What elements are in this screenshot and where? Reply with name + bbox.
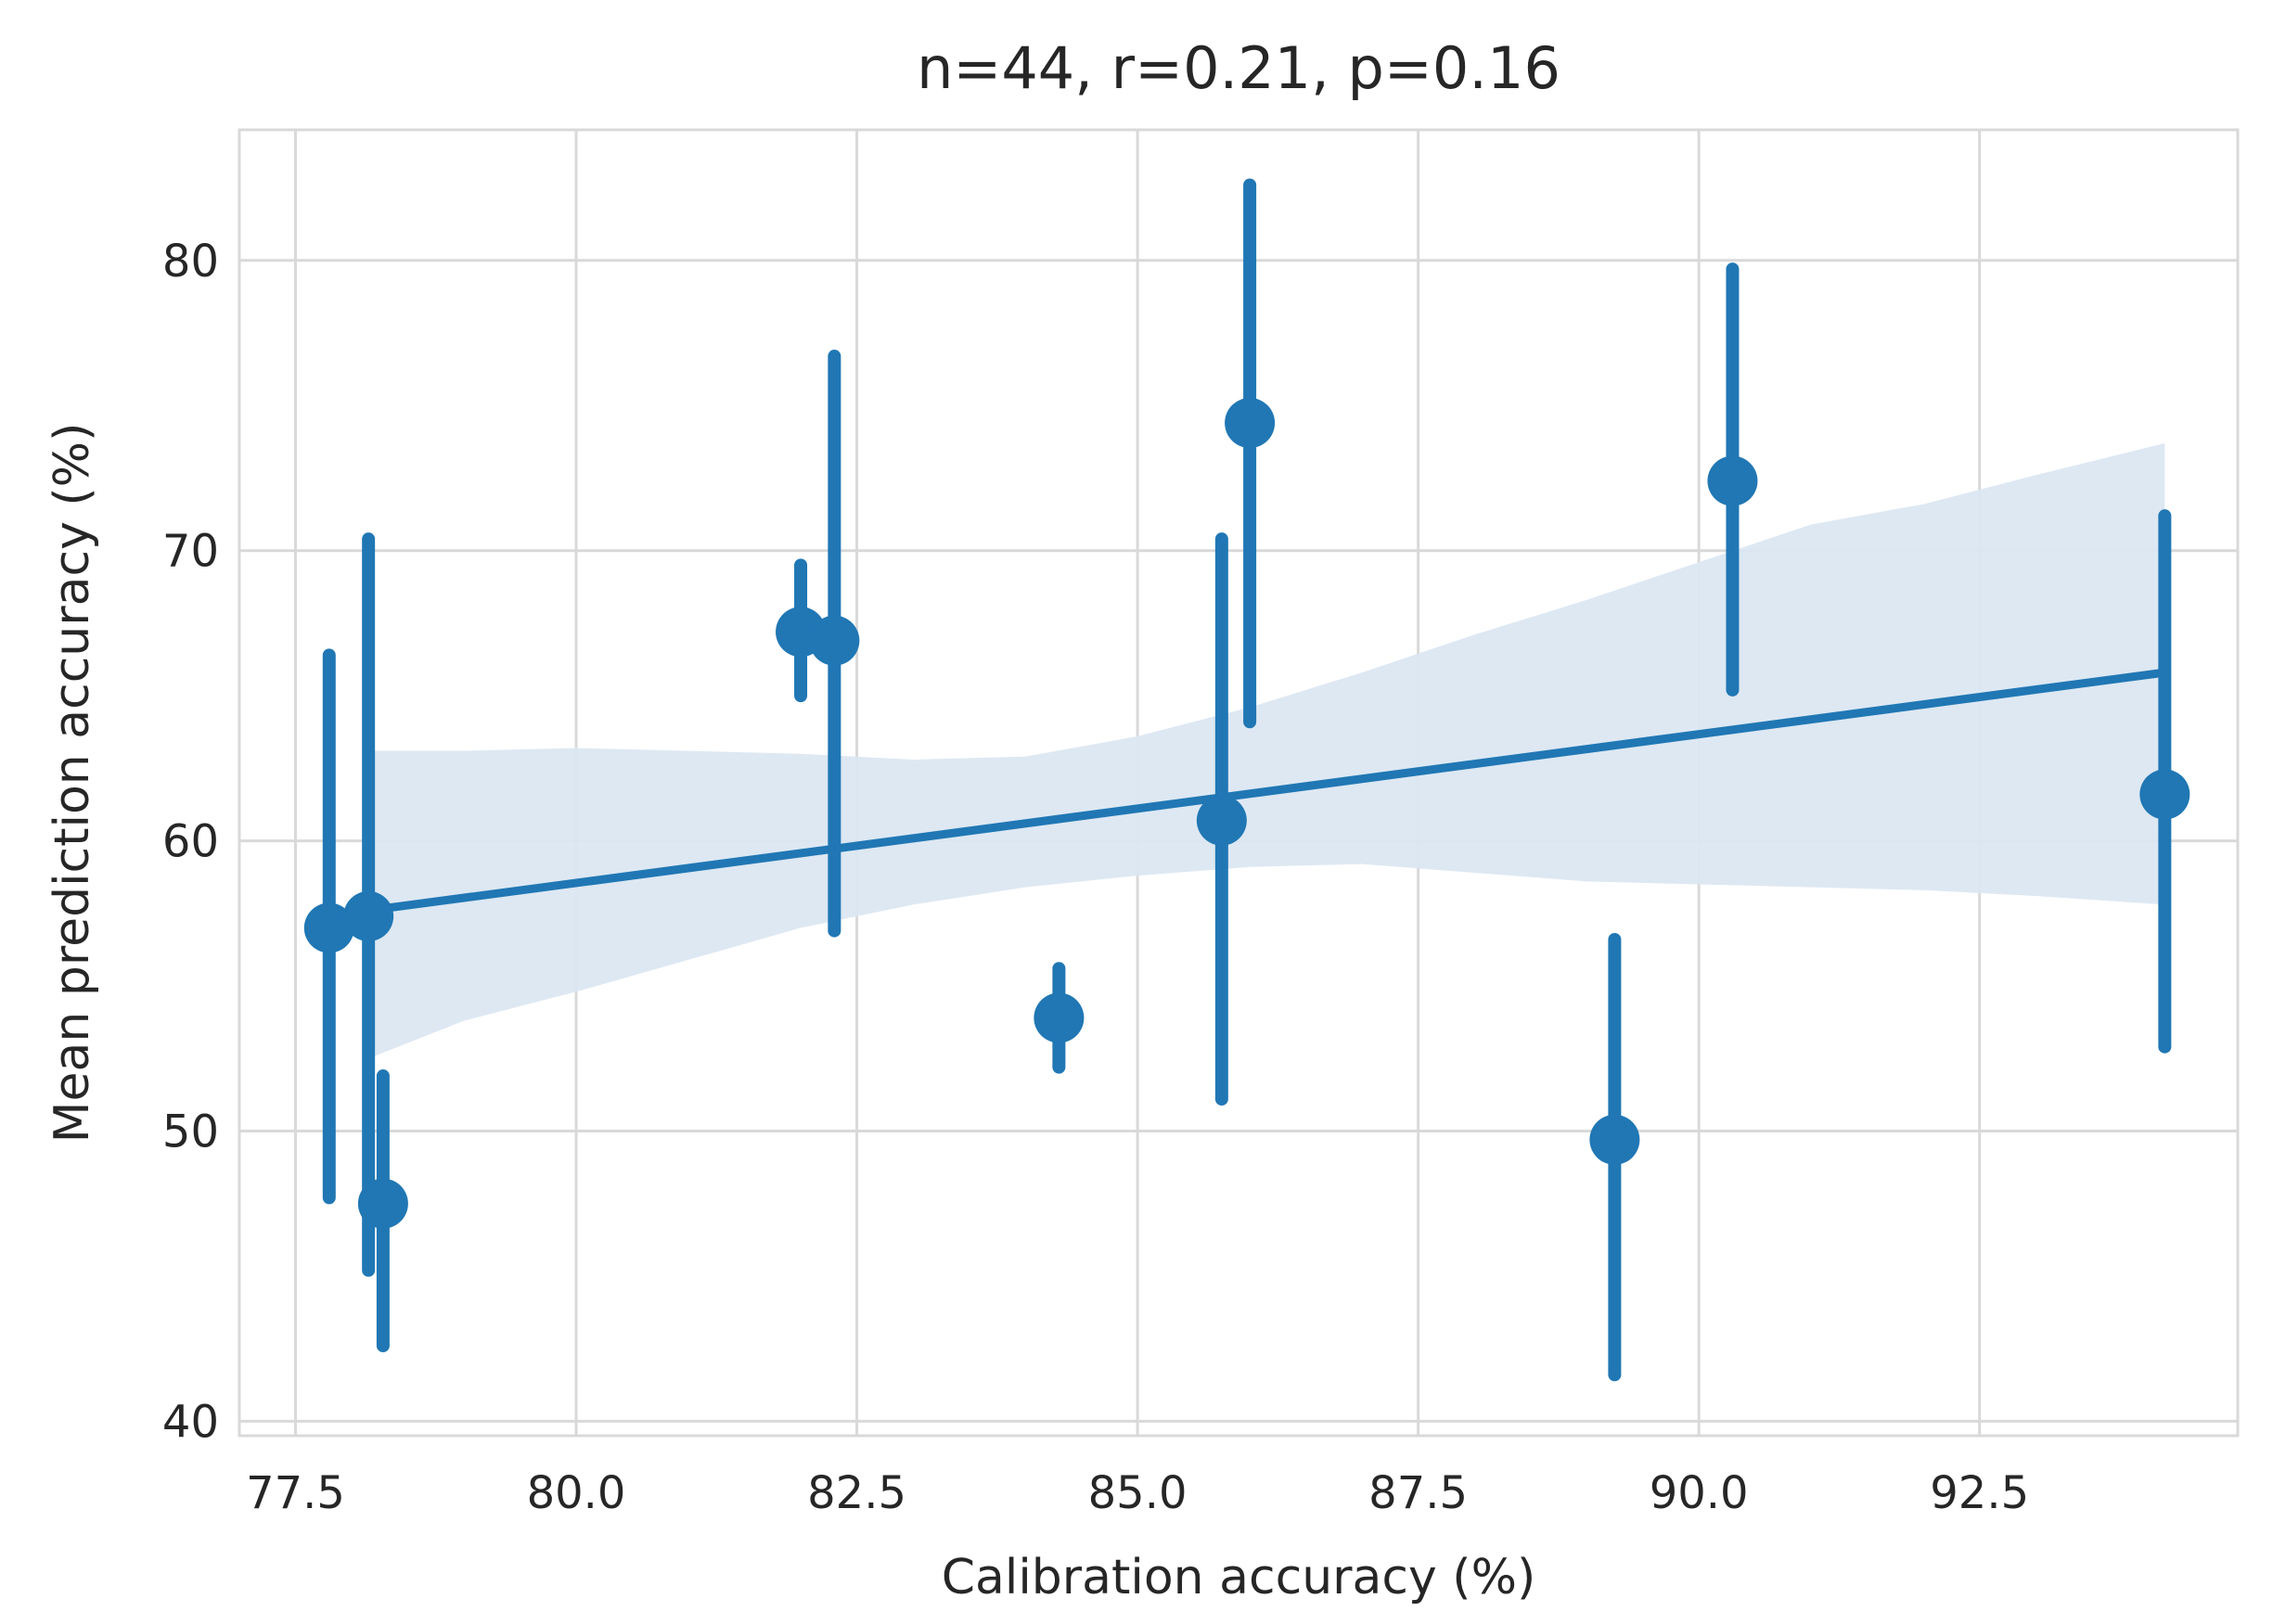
data-point [1196,795,1247,846]
y-axis-label: Mean prediction accuracy (%) [45,423,100,1144]
x-tick-label: 85.0 [1088,1467,1188,1519]
data-points-layer [303,178,2190,1382]
data-point-group-8 [1589,932,1640,1382]
data-point [1225,398,1276,449]
tick-labels: 77.5 80.0 82.5 85.0 87.5 90.0 92.5 40 50 60 70 80 [162,236,2029,1519]
data-point-group-7 [1225,178,1276,729]
y-tick-label: 70 [162,526,219,578]
data-point [1707,455,1758,506]
confidence-band-layer [368,442,2165,1059]
data-point-group-6 [1196,532,1247,1106]
data-point-group-2 [357,1069,408,1353]
data-point [303,902,354,953]
y-tick-label: 40 [162,1396,219,1448]
data-point [1034,992,1085,1043]
data-point [357,1178,408,1229]
y-tick-label: 80 [162,236,219,288]
y-tick-label: 60 [162,816,219,868]
x-tick-label: 92.5 [1930,1467,2029,1519]
regression-line [367,668,2165,915]
x-tick-label: 80.0 [527,1467,626,1519]
data-point-group-5 [1034,962,1085,1074]
data-point [2139,769,2190,820]
data-point-group-10 [2139,509,2190,1054]
chart-title: n=44, r=0.21, p=0.16 [917,34,1560,102]
y-tick-label: 50 [162,1106,219,1157]
x-tick-label: 90.0 [1650,1467,1749,1519]
x-tick-label: 82.5 [807,1467,906,1519]
x-tick-label: 87.5 [1368,1467,1468,1519]
confidence-band [368,442,2165,1059]
data-point-group-0 [303,648,354,1205]
plot-frame [238,128,2240,1438]
data-point [1589,1114,1640,1165]
x-tick-label: 77.5 [246,1467,345,1519]
data-point [809,615,860,666]
data-point [343,890,394,941]
data-point-group-4 [809,350,860,938]
x-axis-label: Calibration accuracy (%) [942,1550,1536,1605]
regression-line-layer [367,668,2165,915]
data-point-group-1 [343,532,394,1277]
data-point-group-9 [1707,262,1758,697]
